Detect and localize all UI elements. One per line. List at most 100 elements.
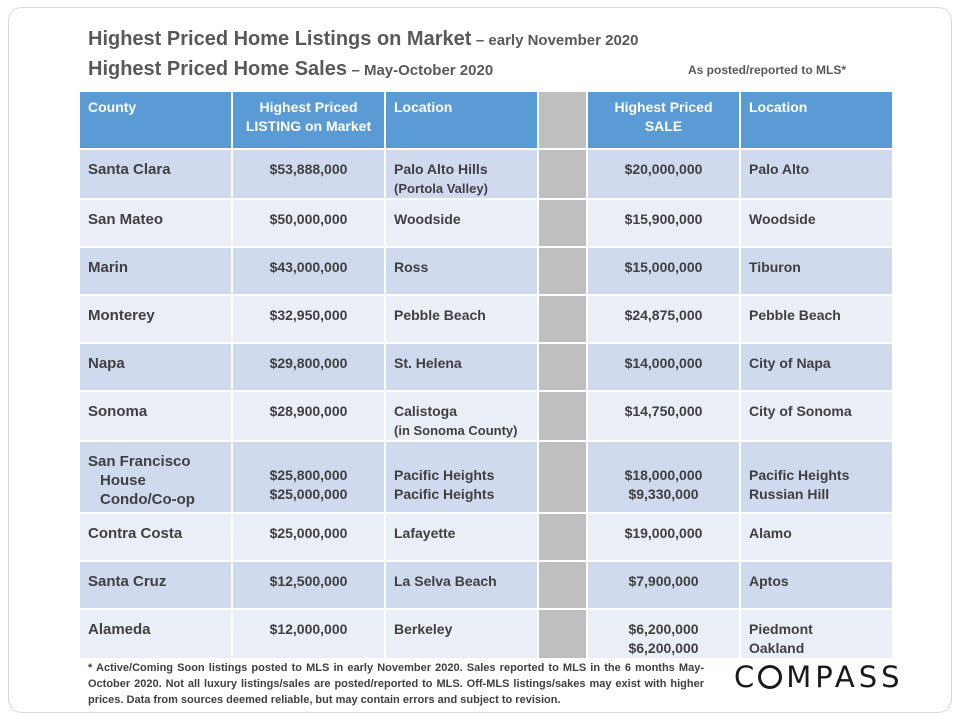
table-row: San Mateo $50,000,000 Woodside $15,900,0…	[78, 198, 894, 248]
separator-cell	[537, 148, 588, 200]
listing-location: Palo Alto Hills	[394, 161, 488, 177]
listing-price-cell: $12,500,000	[231, 560, 386, 610]
separator-cell	[537, 608, 588, 660]
title-sales-main: Highest Priced Home Sales	[88, 58, 347, 80]
separator-cell	[537, 440, 588, 514]
header-listing-line1: Highest Priced	[259, 99, 358, 115]
header-row: County Highest Priced LISTING on Market L…	[78, 90, 894, 150]
table-row: Marin $43,000,000 Ross $15,000,000 Tibur…	[78, 246, 894, 296]
header-separator	[537, 90, 588, 150]
separator-cell	[537, 294, 588, 344]
separator-cell	[537, 246, 588, 296]
county-cell: Sonoma	[78, 390, 233, 442]
listing-location-cell: Berkeley	[384, 608, 539, 660]
separator-cell	[537, 342, 588, 392]
sale-price-cell: $15,900,000	[586, 198, 741, 248]
sale-location-2: Russian Hill	[749, 486, 830, 502]
sale-price-cell: $7,900,000	[586, 560, 741, 610]
county-cell: San Mateo	[78, 198, 233, 248]
table-row: Santa Clara $53,888,000 Palo Alto Hills (…	[78, 148, 894, 200]
sale-location-cell: City of Napa	[739, 342, 894, 392]
header-county: County	[78, 90, 233, 150]
county-cell: San Francisco House Condo/Co-op	[78, 440, 233, 514]
sale-price: $6,200,000	[628, 621, 699, 637]
header-sale-location: Location	[739, 90, 894, 150]
table-row: San Francisco House Condo/Co-op $25,800,00…	[78, 440, 894, 514]
mls-note: As posted/reported to MLS*	[688, 63, 847, 77]
table-row: Monterey $32,950,000 Pebble Beach $24,87…	[78, 294, 894, 344]
sale-location-2: Oakland	[749, 640, 805, 656]
sale-location-cell: Pacific Heights Russian Hill	[739, 440, 894, 514]
sale-location-cell: Tiburon	[739, 246, 894, 296]
separator-cell	[537, 560, 588, 610]
sale-price-cell: $6,200,000 $6,200,000	[586, 608, 741, 660]
listing-location: Pacific Heights	[394, 467, 495, 483]
listing-price-cell: $25,000,000	[231, 512, 386, 562]
sale-location-cell: City of Sonoma	[739, 390, 894, 442]
listing-price-cell: $50,000,000	[231, 198, 386, 248]
listing-price-cell: $25,800,000 $25,000,000	[231, 440, 386, 514]
sale-price-cell: $24,875,000	[586, 294, 741, 344]
county-sub-condo: Condo/Co-op	[100, 491, 195, 508]
footnote: * Active/Coming Soon listings posted to …	[88, 662, 704, 706]
header-sale-line2: SALE	[644, 118, 683, 134]
listing-location-cell: Ross	[384, 246, 539, 296]
sale-location-cell: Woodside	[739, 198, 894, 248]
table-row: Santa Cruz $12,500,000 La Selva Beach $7…	[78, 560, 894, 610]
separator-cell	[537, 512, 588, 562]
sale-price-cell: $14,750,000	[586, 390, 741, 442]
title-listings-main: Highest Priced Home Listings on Market	[88, 28, 472, 50]
sale-price-cell: $15,000,000	[586, 246, 741, 296]
listing-price-cell: $53,888,000	[231, 148, 386, 200]
county-cell: Santa Cruz	[78, 560, 233, 610]
sale-price-2: $9,330,000	[628, 486, 699, 502]
sale-price-cell: $19,000,000	[586, 512, 741, 562]
listing-location-cell: Pacific Heights Pacific Heights	[384, 440, 539, 514]
listing-location-cell: Pebble Beach	[384, 294, 539, 344]
title-sales-sub: – May-October 2020	[351, 62, 494, 79]
header-sale: Highest Priced SALE	[586, 90, 741, 150]
listing-price-cell: $12,000,000	[231, 608, 386, 660]
listing-price: $25,800,000	[269, 467, 348, 483]
header-sale-line1: Highest Priced	[614, 99, 713, 115]
compass-logo: C MPASS	[734, 660, 904, 694]
sale-price-cell: $20,000,000	[586, 148, 741, 200]
separator-cell	[537, 198, 588, 248]
listing-price-cell: $43,000,000	[231, 246, 386, 296]
sale-location-cell: Aptos	[739, 560, 894, 610]
sale-location-cell: Piedmont Oakland	[739, 608, 894, 660]
listing-price-2: $25,000,000	[269, 486, 348, 502]
logo-rest: MPASS	[786, 660, 904, 694]
header-listing-line2: LISTING on Market	[245, 118, 372, 134]
county-cell: Napa	[78, 342, 233, 392]
listing-location-cell: St. Helena	[384, 342, 539, 392]
sale-location: Pacific Heights	[749, 467, 850, 483]
county-cell: Contra Costa	[78, 512, 233, 562]
sale-location-cell: Pebble Beach	[739, 294, 894, 344]
table-row: Napa $29,800,000 St. Helena $14,000,000 …	[78, 342, 894, 392]
county-cell: Santa Clara	[78, 148, 233, 200]
table-row: Sonoma $28,900,000 Calistoga (in Sonoma C…	[78, 390, 894, 442]
listing-location-sub: (Portola Valley)	[394, 181, 488, 196]
sale-price-cell: $18,000,000 $9,330,000	[586, 440, 741, 514]
title-listings: Highest Priced Home Listings on Market –…	[88, 28, 638, 51]
county-cell: Alameda	[78, 608, 233, 660]
title-listings-sub: – early November 2020	[475, 32, 639, 49]
header-listing: Highest Priced LISTING on Market	[231, 90, 386, 150]
county-sub-house: House	[100, 472, 146, 489]
listing-location-cell: Lafayette	[384, 512, 539, 562]
sale-location-cell: Alamo	[739, 512, 894, 562]
listing-location-cell: Palo Alto Hills (Portola Valley)	[384, 148, 539, 200]
listing-location-cell: Woodside	[384, 198, 539, 248]
listing-location-cell: La Selva Beach	[384, 560, 539, 610]
table-row: Alameda $12,000,000 Berkeley $6,200,000 $…	[78, 608, 894, 660]
logo-letter-c: C	[734, 660, 759, 694]
listing-price-cell: $32,950,000	[231, 294, 386, 344]
listing-price-cell: $29,800,000	[231, 342, 386, 392]
separator-cell	[537, 390, 588, 442]
county-cell: Marin	[78, 246, 233, 296]
sale-price-2: $6,200,000	[628, 640, 699, 656]
listing-location-2: Pacific Heights	[394, 486, 495, 502]
listing-location: Calistoga	[394, 403, 458, 419]
table-row: Contra Costa $25,000,000 Lafayette $19,0…	[78, 512, 894, 562]
